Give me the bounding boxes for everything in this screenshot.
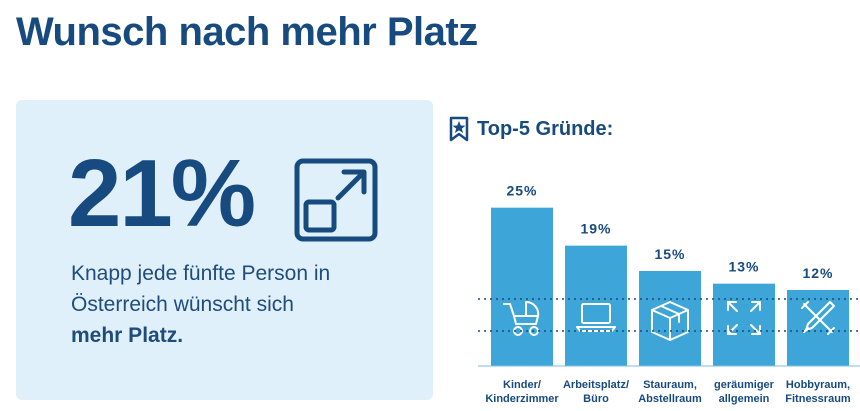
bar-4: [713, 283, 775, 366]
stat-card: 21% Knapp jede fünfte Person in Österrei…: [16, 100, 433, 400]
bookmark-star-icon: [449, 116, 469, 142]
stat-text-line2: Österreich wünscht sich: [71, 293, 294, 316]
category-label-1-1: Kinder/: [503, 379, 541, 391]
box-icon: [651, 301, 689, 341]
category-label-4-1: geräumiger: [714, 379, 775, 391]
value-label-5: 12%: [802, 265, 833, 281]
category-label-4-2: allgemein: [719, 393, 770, 405]
stat-number: 21%: [68, 140, 256, 247]
bar-2: [565, 245, 627, 366]
bar-5: [787, 290, 849, 366]
stat-text-line1: Knapp jede fünfte Person in: [71, 262, 331, 285]
value-label-4: 13%: [728, 259, 759, 275]
category-label-5-2: Fitnessraum: [785, 393, 851, 405]
stat-description: Knapp jede fünfte Person in Österreich w…: [71, 258, 411, 351]
tools-icon: [801, 301, 835, 335]
category-label-2-1: Arbeitsplatz/: [563, 379, 629, 391]
category-label-5-1: Hobbyraum,: [786, 379, 850, 391]
category-label-2-2: Büro: [583, 393, 609, 405]
page-title: Wunsch nach mehr Platz: [16, 10, 478, 54]
top5-header: Top-5 Gründe:: [449, 116, 613, 142]
stat-text-bold: mehr Platz.: [71, 324, 184, 347]
bar-1: [491, 207, 553, 366]
category-label-3-2: Abstellraum: [638, 393, 702, 405]
expand-icon: [294, 158, 378, 242]
expand-arrows-icon: [727, 301, 761, 335]
category-label-1-2: Kinderzimmer: [485, 393, 559, 405]
bar-chart: 25% Kinder/Kinderzimmer 19% Arbeitsplatz/Bü…: [478, 183, 860, 405]
value-label-1: 25%: [506, 183, 537, 199]
category-label-3-1: Stauraum,: [643, 379, 697, 391]
value-label-2: 19%: [580, 221, 611, 237]
value-label-3: 15%: [654, 246, 685, 262]
top5-title: Top-5 Gründe:: [477, 117, 614, 140]
